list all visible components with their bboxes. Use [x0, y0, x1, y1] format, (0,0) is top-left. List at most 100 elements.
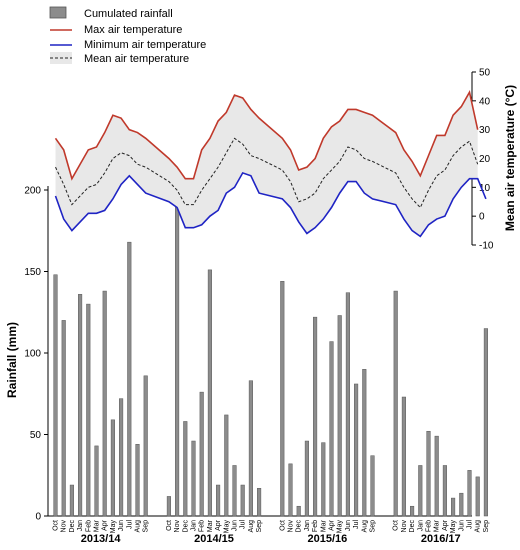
rainfall-bar — [224, 414, 229, 517]
month-tick-label: Dec — [69, 520, 76, 533]
month-tick-label: Apr — [102, 519, 109, 531]
rainfall-bar — [345, 292, 350, 517]
month-tick-label: Jul — [126, 520, 133, 529]
month-tick-label: May — [337, 520, 344, 534]
rainfall-bar — [175, 196, 180, 517]
month-tick-label: Aug — [361, 520, 368, 533]
month-tick-label: Nov — [401, 520, 408, 533]
rainfall-bar — [102, 290, 107, 517]
rainfall-bar — [451, 497, 456, 517]
rainfall-bar — [426, 430, 431, 517]
rainfall-bar — [475, 476, 480, 517]
month-tick-label: Feb — [312, 520, 319, 532]
rainfall-bar — [467, 470, 472, 517]
rainfall-bar — [410, 505, 415, 517]
season-label: 2015/16 — [308, 533, 348, 545]
month-tick-label: Jun — [345, 520, 352, 531]
month-tick-label: Feb — [426, 520, 433, 532]
rainfall-bar — [207, 269, 212, 517]
y-axis-left-title: Rainfall (mm) — [5, 322, 19, 398]
rainfall-bar — [296, 505, 301, 517]
month-tick-label: Oct — [393, 520, 400, 531]
rainfall-bar — [232, 465, 237, 517]
month-tick-label: Sep — [370, 520, 377, 533]
temperature-range-band — [55, 92, 478, 237]
rainfall-bar — [329, 341, 334, 517]
month-tick-label: Apr — [329, 519, 336, 531]
y-right-tick-label: 30 — [479, 125, 491, 136]
month-tick-label: Mar — [320, 519, 327, 532]
rainfall-bar — [119, 398, 124, 517]
y-right-tick-label: 20 — [479, 154, 491, 165]
y-right-tick-label: 50 — [479, 68, 491, 79]
month-tick-label: Nov — [288, 520, 295, 533]
rainfall-bar — [94, 445, 99, 517]
season-label: 2016/17 — [421, 533, 461, 545]
rainfall-bar — [86, 303, 91, 517]
y-left-tick-label: 50 — [30, 430, 42, 441]
rainfall-bar — [127, 241, 132, 517]
month-tick-label: Nov — [174, 520, 181, 533]
rainfall-bar — [248, 380, 253, 517]
mean-temperature-line — [55, 137, 479, 209]
month-tick-label: Feb — [85, 520, 92, 532]
rainfall-bar — [362, 369, 367, 517]
min-temperature-line — [54, 171, 487, 238]
month-tick-label: Aug — [475, 520, 482, 533]
rainfall-bar — [110, 419, 115, 517]
rainfall-bar — [280, 281, 285, 517]
rainfall-bar — [354, 383, 359, 517]
y-left-tick-label: 200 — [24, 186, 41, 197]
month-tick-label: Jul — [467, 520, 474, 529]
month-tick-label: Dec — [182, 520, 189, 533]
month-tick-label: Jan — [417, 520, 424, 531]
y-left-tick-label: 0 — [35, 512, 41, 523]
rainfall-bar — [53, 274, 58, 517]
month-tick-label: May — [110, 520, 117, 534]
legend-label-min: Minimum air temperature — [84, 39, 206, 51]
rainfall-bar — [61, 320, 66, 517]
month-tick-label: Dec — [409, 520, 416, 533]
rainfall-bar — [216, 484, 221, 517]
rainfall-bar — [257, 488, 262, 517]
rainfall-bar — [143, 375, 148, 517]
y-right-tick-label: 40 — [479, 96, 491, 107]
month-tick-label: Mar — [207, 519, 214, 532]
legend-swatch-rainfall — [49, 6, 67, 19]
rainfall-bar — [69, 484, 74, 517]
legend-label-max: Max air temperature — [84, 24, 182, 36]
rainfall-bar — [313, 316, 318, 517]
rainfall-bar — [370, 455, 375, 517]
month-tick-label: Jul — [353, 520, 360, 529]
rainfall-bar — [442, 465, 447, 517]
month-tick-label: Jan — [304, 520, 311, 531]
rainfall-bar — [393, 290, 398, 517]
season-label: 2014/15 — [194, 533, 234, 545]
month-tick-label: Mar — [434, 519, 441, 532]
rainfall-bar — [459, 492, 464, 517]
month-tick-label: Mar — [94, 519, 101, 532]
legend: Cumulated rainfall Max air temperature M… — [49, 6, 206, 65]
month-tick-label: Nov — [61, 520, 68, 533]
month-tick-label: Jun — [458, 520, 465, 531]
y-right-tick-label: -10 — [479, 241, 494, 252]
legend-label-mean: Mean air temperature — [84, 53, 189, 65]
month-tick-label: May — [223, 520, 230, 534]
rainfall-bar — [401, 396, 406, 517]
season-label: 2013/14 — [81, 533, 122, 545]
rainfall-bar — [321, 442, 326, 517]
y-right-tick-label: 0 — [479, 212, 485, 223]
y-left-tick-label: 150 — [24, 267, 41, 278]
y-right-tick-label: 10 — [479, 183, 491, 194]
month-tick-label: Jan — [191, 520, 198, 531]
month-tick-label: Oct — [279, 520, 286, 531]
y-left-tick-label: 100 — [24, 349, 41, 360]
rainfall-bar — [240, 484, 245, 517]
rainfall-bar — [418, 465, 423, 517]
month-tick-label: Oct — [166, 520, 173, 531]
legend-label-rainfall: Cumulated rainfall — [84, 8, 173, 20]
month-tick-label: Jun — [232, 520, 239, 531]
month-tick-label: Aug — [135, 520, 142, 533]
